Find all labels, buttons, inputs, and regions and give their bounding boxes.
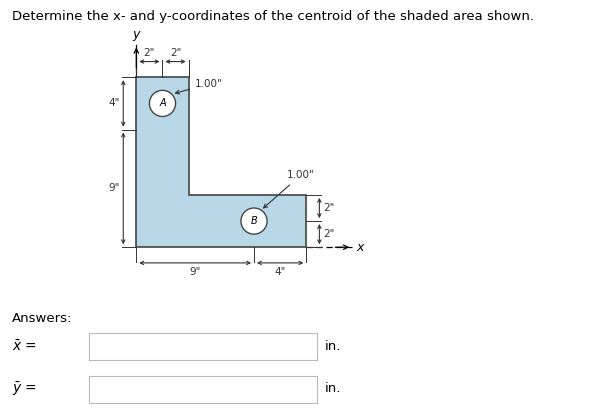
Text: B: B [251,216,257,226]
Polygon shape [136,77,307,247]
Text: 2": 2" [323,203,335,213]
Text: 2": 2" [170,48,182,58]
Text: 1.00": 1.00" [175,79,223,94]
Circle shape [241,208,267,234]
Text: 4": 4" [108,99,120,109]
Text: $\bar{y}$ =: $\bar{y}$ = [12,380,37,398]
Text: y: y [133,27,140,41]
Text: 1.00": 1.00" [264,170,314,208]
Circle shape [150,90,175,116]
Text: 2": 2" [144,48,155,58]
Text: Answers:: Answers: [12,312,72,325]
Text: in.: in. [325,339,341,353]
Text: $\bar{x}$ =: $\bar{x}$ = [12,339,37,354]
Text: 9": 9" [189,267,201,277]
Text: Determine the x- and y-coordinates of the centroid of the shaded area shown.: Determine the x- and y-coordinates of th… [12,10,534,23]
Text: i: i [77,340,81,353]
Text: 9": 9" [108,183,120,193]
Text: in.: in. [325,382,341,396]
Text: x: x [356,241,364,254]
Text: i: i [77,383,81,396]
Text: 4": 4" [275,267,286,277]
Text: 2": 2" [323,229,335,239]
Text: A: A [159,99,166,109]
